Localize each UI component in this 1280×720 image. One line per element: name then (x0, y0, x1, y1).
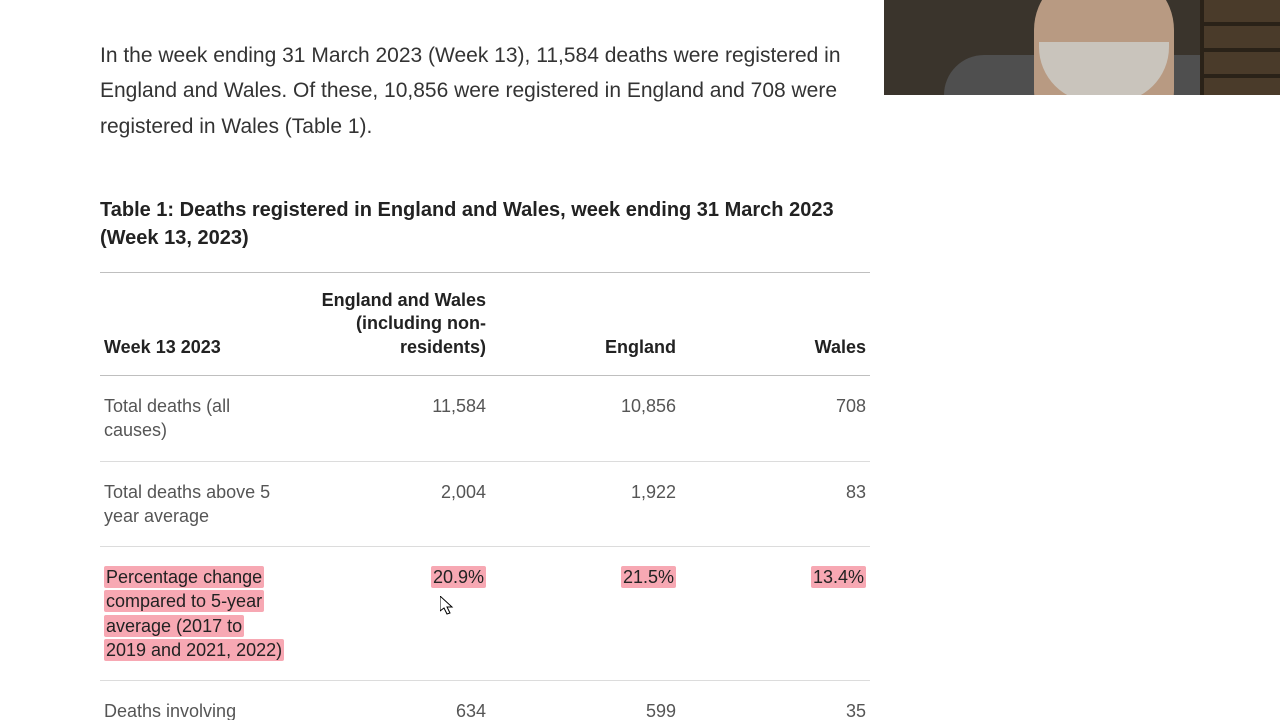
table-row: Total deaths above 5 year average 2,004 … (100, 461, 870, 547)
table-row: Total deaths (all causes) 11,584 10,856 … (100, 375, 870, 461)
row-label: Deaths involving COVID-19 (100, 681, 295, 720)
bookshelf (1200, 0, 1280, 95)
highlight-span: 21.5% (621, 566, 676, 588)
table-header-row: Week 13 2023 England and Wales (includin… (100, 272, 870, 375)
row-value: 708 (680, 375, 870, 461)
row-value: 634 (295, 681, 490, 720)
row-value: 35 (680, 681, 870, 720)
col-header-england: England (490, 272, 680, 375)
highlight-span: Percentage change compared to 5-year ave… (104, 566, 284, 661)
row-value: 20.9% (295, 547, 490, 681)
highlight-span: 13.4% (811, 566, 866, 588)
row-value: 1,922 (490, 461, 680, 547)
col-header-wales: Wales (680, 272, 870, 375)
row-value: 2,004 (295, 461, 490, 547)
table-row-highlighted: Percentage change compared to 5-year ave… (100, 547, 870, 681)
highlight-span: 20.9% (431, 566, 486, 588)
table-caption: Table 1: Deaths registered in England an… (100, 196, 870, 252)
col-header-ew: England and Wales (including non-residen… (295, 272, 490, 375)
row-label: Total deaths (all causes) (100, 375, 295, 461)
person-beard (1039, 42, 1169, 95)
row-value: 599 (490, 681, 680, 720)
page: In the week ending 31 March 2023 (Week 1… (0, 0, 1280, 720)
intro-paragraph: In the week ending 31 March 2023 (Week 1… (100, 38, 870, 144)
col-header-week: Week 13 2023 (100, 272, 295, 375)
table-row: Deaths involving COVID-19 634 599 35 (100, 681, 870, 720)
row-value: 11,584 (295, 375, 490, 461)
row-value: 21.5% (490, 547, 680, 681)
row-label: Percentage change compared to 5-year ave… (100, 547, 295, 681)
row-value: 83 (680, 461, 870, 547)
deaths-table: Week 13 2023 England and Wales (includin… (100, 272, 870, 720)
webcam-overlay (884, 0, 1280, 95)
row-value: 13.4% (680, 547, 870, 681)
article-content: In the week ending 31 March 2023 (Week 1… (100, 38, 870, 720)
row-label: Total deaths above 5 year average (100, 461, 295, 547)
row-value: 10,856 (490, 375, 680, 461)
